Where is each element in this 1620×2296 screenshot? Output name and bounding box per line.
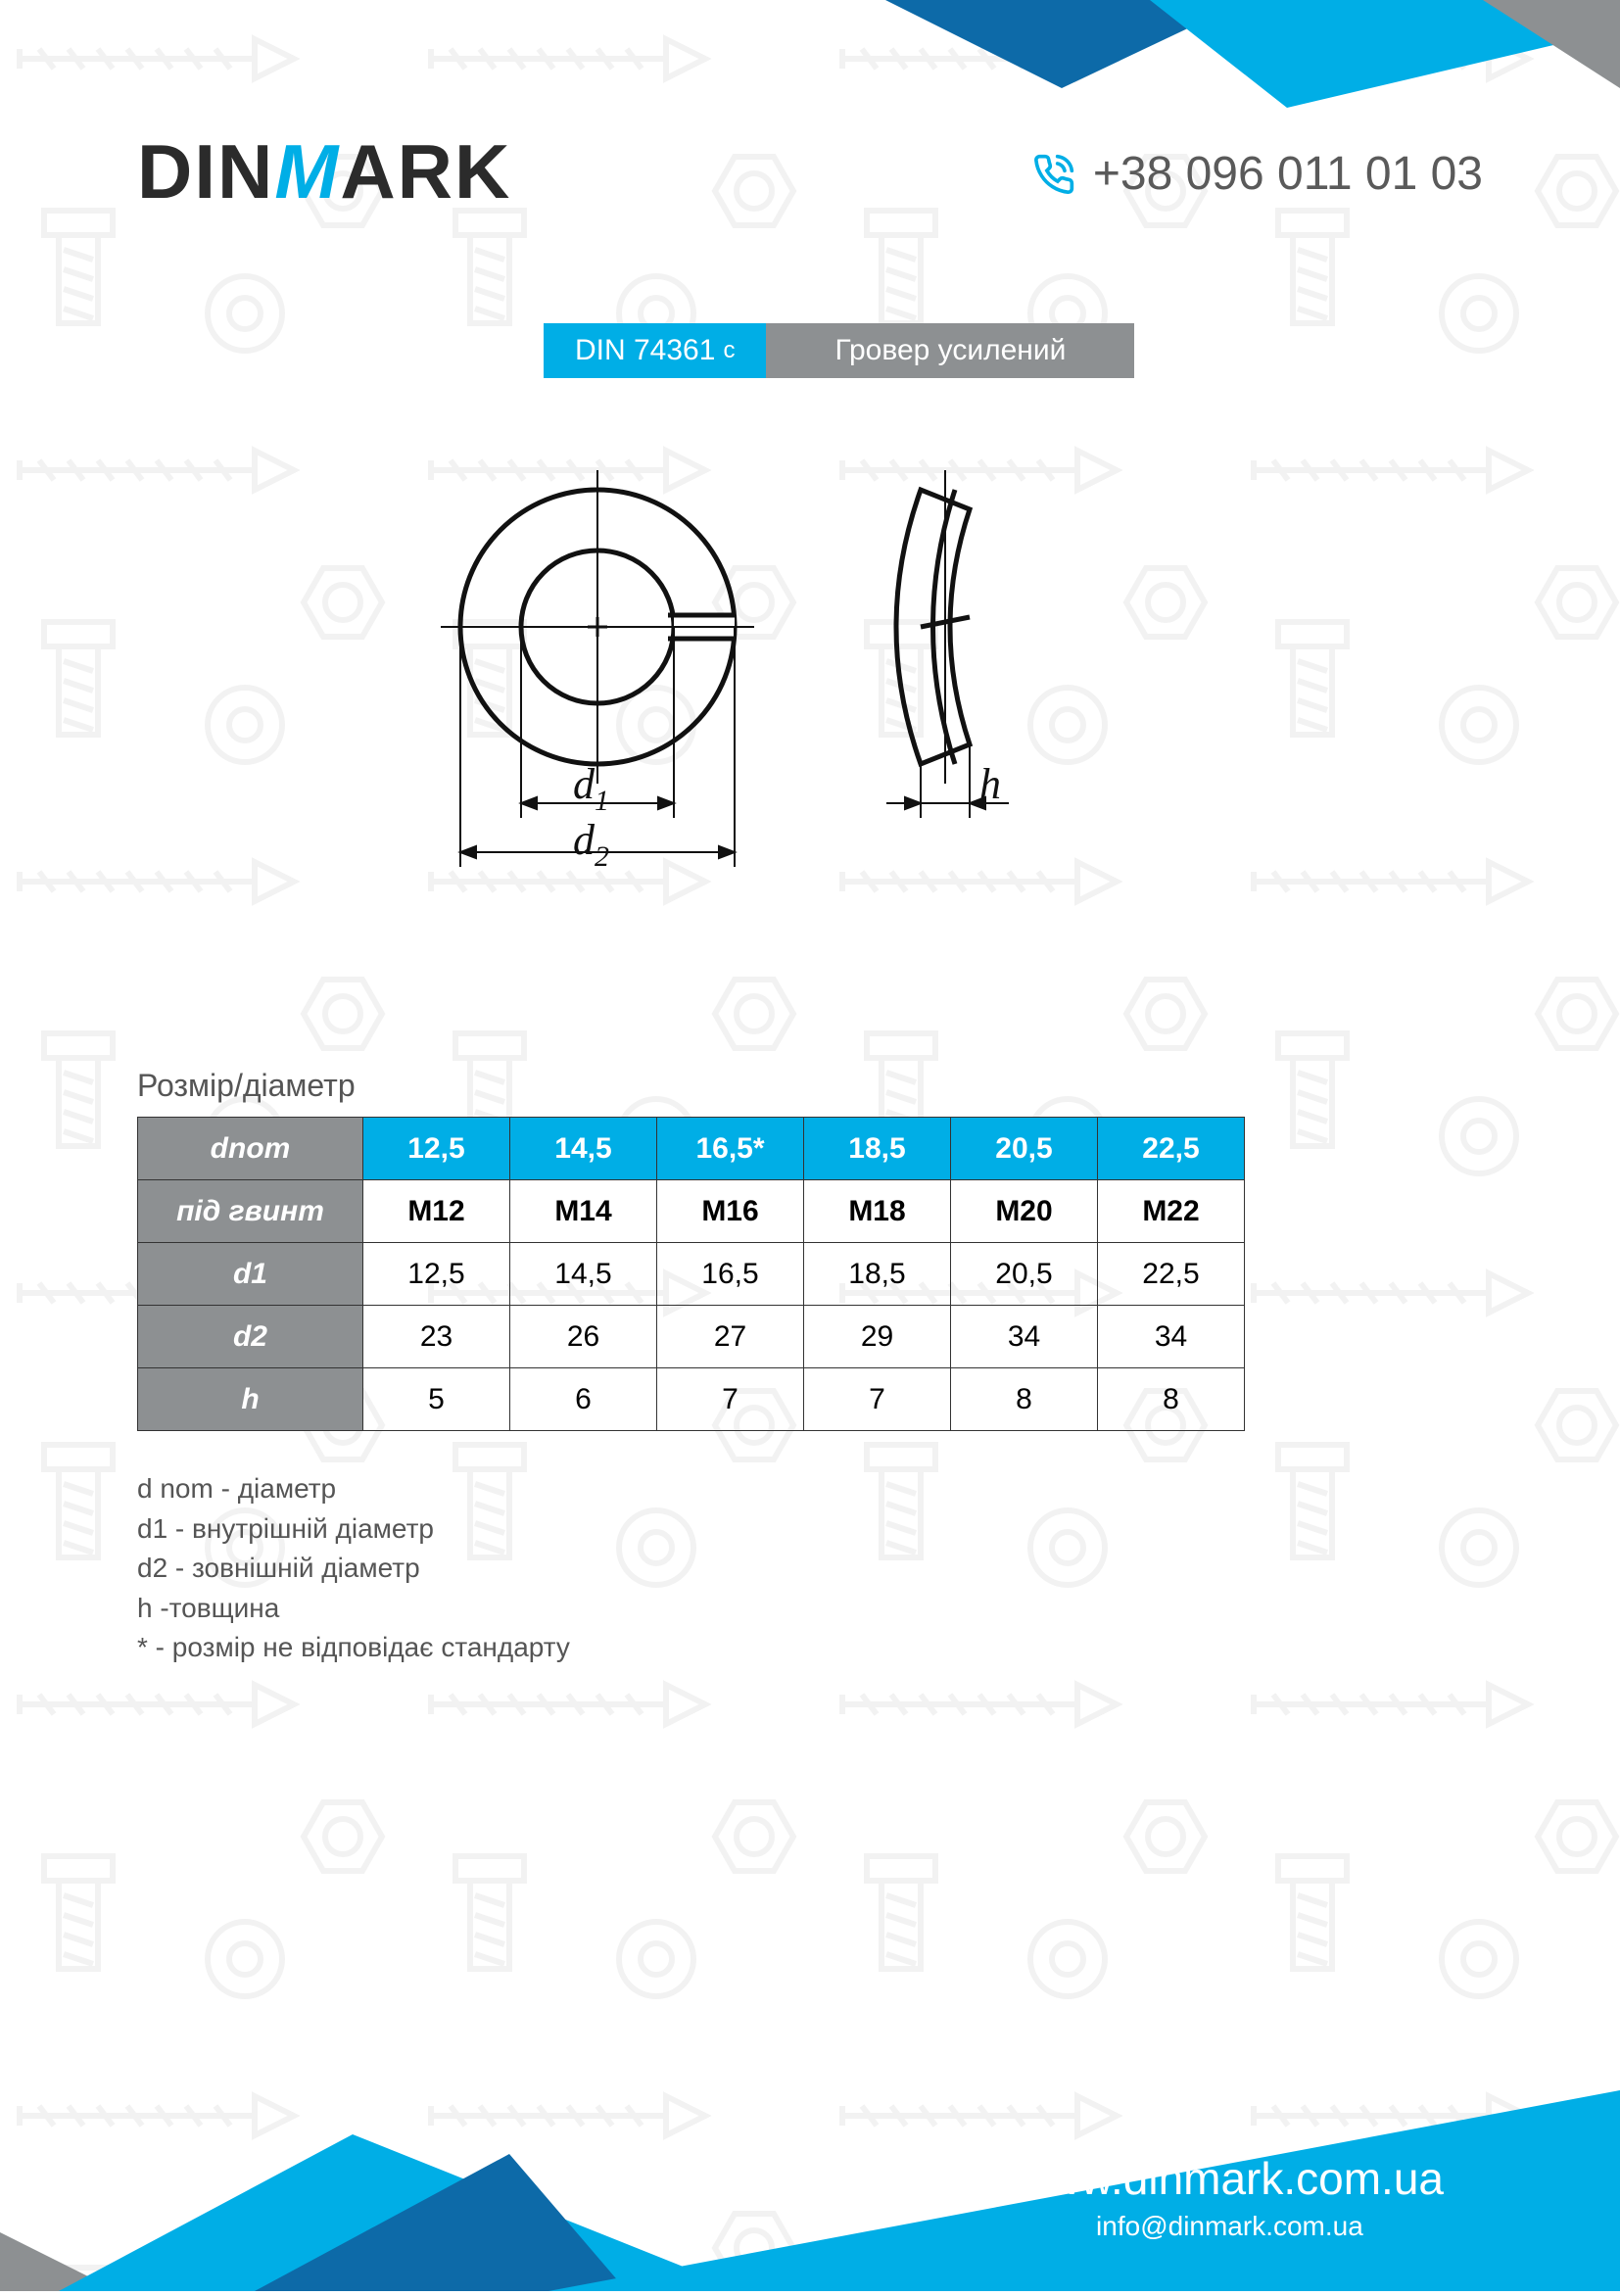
washer-diagram: d1 d2 h	[392, 460, 1126, 901]
table-cell: 29	[804, 1306, 951, 1368]
table-cell: 23	[363, 1306, 510, 1368]
table-title: Розмір/діаметр	[137, 1068, 356, 1104]
col-header: 18,5	[804, 1118, 951, 1180]
phone-block: +38 096 011 01 03	[1032, 147, 1483, 201]
table-cell: M14	[510, 1180, 657, 1243]
svg-text:d1: d1	[573, 760, 609, 817]
footer-email: info@dinmark.com.ua	[1016, 2211, 1444, 2242]
col-header: 22,5	[1098, 1118, 1245, 1180]
title-code-text: DIN 74361	[575, 334, 715, 367]
table-cell: M18	[804, 1180, 951, 1243]
table-cell: 26	[510, 1306, 657, 1368]
table-cell: 34	[1098, 1306, 1245, 1368]
table-cell: M20	[951, 1180, 1098, 1243]
legend-line: d2 - зовнішній діаметр	[137, 1549, 570, 1589]
title-bar: DIN 74361 c Гровер усилений	[544, 323, 1134, 378]
logo: DINMARK	[137, 127, 511, 216]
row-label-dnom: dnom	[138, 1118, 363, 1180]
table-cell: 20,5	[951, 1243, 1098, 1306]
legend: d nom - діаметрd1 - внутрішній діаметрd2…	[137, 1469, 570, 1668]
title-name: Гровер усилений	[766, 323, 1134, 378]
table-cell: 27	[657, 1306, 804, 1368]
title-code: DIN 74361 c	[544, 323, 766, 378]
footer-url: www.dinmark.com.ua	[1016, 2152, 1444, 2205]
row-label: h	[138, 1368, 363, 1431]
table-cell: 14,5	[510, 1243, 657, 1306]
col-header: 14,5	[510, 1118, 657, 1180]
row-label: d2	[138, 1306, 363, 1368]
dimensions-table: dnom12,514,516,5*18,520,522,5під гвинтM1…	[137, 1117, 1245, 1431]
table-cell: 6	[510, 1368, 657, 1431]
table-cell: 34	[951, 1306, 1098, 1368]
logo-accent: M	[274, 128, 340, 215]
phone-number: +38 096 011 01 03	[1093, 147, 1483, 201]
table-cell: 18,5	[804, 1243, 951, 1306]
legend-line: d1 - внутрішній діаметр	[137, 1509, 570, 1550]
svg-text:h: h	[979, 760, 1001, 808]
col-header: 12,5	[363, 1118, 510, 1180]
logo-pre: DIN	[137, 128, 274, 215]
phone-icon	[1032, 153, 1075, 196]
legend-line: * - розмір не відповідає стандарту	[137, 1628, 570, 1668]
table-cell: 8	[951, 1368, 1098, 1431]
row-label: під гвинт	[138, 1180, 363, 1243]
table-cell: 8	[1098, 1368, 1245, 1431]
title-code-suffix: c	[723, 337, 735, 364]
legend-line: d nom - діаметр	[137, 1469, 570, 1509]
logo-post: ARK	[340, 128, 511, 215]
table-cell: M22	[1098, 1180, 1245, 1243]
table-cell: 22,5	[1098, 1243, 1245, 1306]
table-cell: M16	[657, 1180, 804, 1243]
col-header: 16,5*	[657, 1118, 804, 1180]
row-label: d1	[138, 1243, 363, 1306]
legend-line: h -товщина	[137, 1589, 570, 1629]
table-cell: M12	[363, 1180, 510, 1243]
table-cell: 7	[657, 1368, 804, 1431]
table-cell: 7	[804, 1368, 951, 1431]
table-cell: 5	[363, 1368, 510, 1431]
table-cell: 16,5	[657, 1243, 804, 1306]
svg-text:d2: d2	[573, 816, 609, 873]
footer: www.dinmark.com.ua info@dinmark.com.ua	[0, 2095, 1620, 2291]
col-header: 20,5	[951, 1118, 1098, 1180]
table-cell: 12,5	[363, 1243, 510, 1306]
